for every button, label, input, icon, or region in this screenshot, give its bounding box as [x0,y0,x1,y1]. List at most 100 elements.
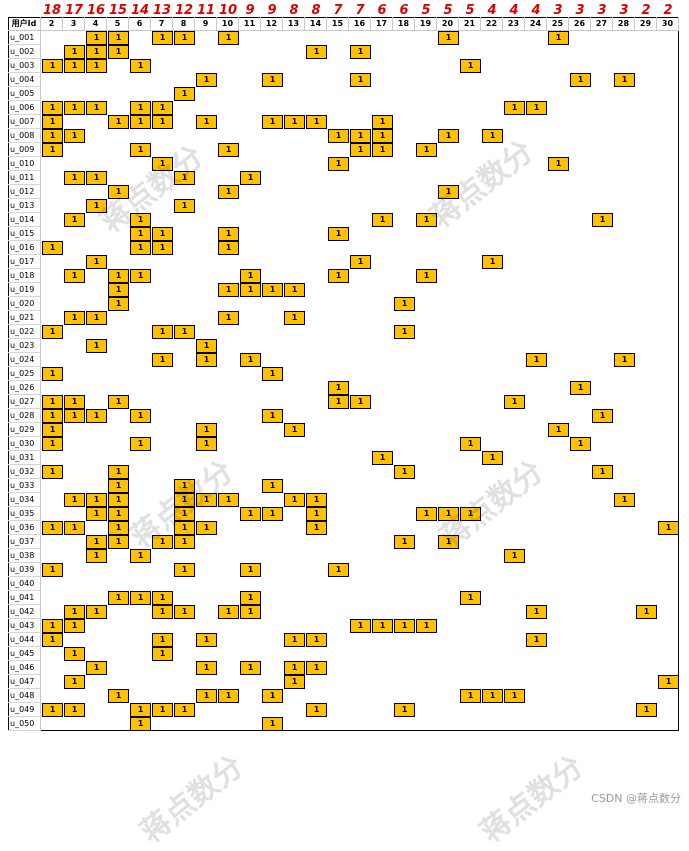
flag-cell: 1 [306,45,327,59]
flag-cell: 1 [108,185,129,199]
flag-cell: 1 [130,409,151,423]
flag-cell: 1 [86,255,107,269]
flag-cell: 1 [130,59,151,73]
column-header: 28 [613,17,635,31]
column-header: 11 [239,17,261,31]
user-id: u_023 [8,339,41,353]
column-header: 10 [217,17,239,31]
flag-cell: 1 [592,465,613,479]
flag-cell: 1 [174,31,195,45]
column-header: 5 [107,17,129,31]
flag-cell: 1 [196,437,217,451]
column-header: 3 [63,17,85,31]
flag-cell: 1 [526,353,547,367]
flag-cell: 1 [108,493,129,507]
column-header: 26 [569,17,591,31]
flag-cell: 1 [108,479,129,493]
flag-cell: 1 [108,591,129,605]
column-count: 11 [196,3,216,18]
flag-cell: 1 [152,535,173,549]
flag-cell: 1 [416,269,437,283]
flag-cell: 1 [130,717,151,731]
flag-cell: 1 [130,241,151,255]
flag-cell: 1 [570,381,591,395]
flag-cell: 1 [614,73,635,87]
user-id: u_018 [8,269,41,283]
flag-cell: 1 [130,269,151,283]
flag-cell: 1 [284,633,305,647]
flag-cell: 1 [42,143,63,157]
flag-cell: 1 [394,619,415,633]
flag-cell: 1 [196,689,217,703]
column-header: 23 [503,17,525,31]
flag-cell: 1 [460,437,481,451]
flag-cell: 1 [42,395,63,409]
flag-cell: 1 [86,549,107,563]
flag-cell: 1 [504,549,525,563]
user-id: u_045 [8,647,41,661]
column-count: 4 [531,3,541,18]
flag-cell: 1 [218,605,239,619]
flag-cell: 1 [526,633,547,647]
user-id: u_020 [8,297,41,311]
flag-cell: 1 [416,507,437,521]
flag-cell: 1 [174,605,195,619]
flag-cell: 1 [350,619,371,633]
user-id: u_008 [8,129,41,143]
column-header: 6 [129,17,151,31]
flag-cell: 1 [108,507,129,521]
flag-cell: 1 [130,703,151,717]
user-id: u_013 [8,199,41,213]
column-header: 8 [173,17,195,31]
flag-cell: 1 [42,437,63,451]
flag-cell: 1 [174,493,195,507]
flag-cell: 1 [218,493,239,507]
flag-cell: 1 [306,703,327,717]
flag-cell: 1 [196,633,217,647]
column-count: 8 [311,3,321,18]
user-id: u_030 [8,437,41,451]
flag-cell: 1 [372,451,393,465]
flag-cell: 1 [174,521,195,535]
flag-cell: 1 [218,283,239,297]
flag-cell: 1 [42,563,63,577]
footer: CSDN @蒋点数分 [591,792,681,805]
flag-cell: 1 [108,465,129,479]
flag-cell: 1 [130,143,151,157]
flag-cell: 1 [350,73,371,87]
flag-cell: 1 [482,689,503,703]
column-header: 25 [547,17,569,31]
flag-cell: 1 [196,493,217,507]
user-id: u_028 [8,409,41,423]
column-count: 7 [355,3,365,18]
flag-cell: 1 [64,101,85,115]
flag-cell: 1 [64,59,85,73]
flag-cell: 1 [284,675,305,689]
flag-cell: 1 [42,367,63,381]
flag-cell: 1 [262,479,283,493]
flag-cell: 1 [42,59,63,73]
flag-cell: 1 [130,101,151,115]
flag-cell: 1 [328,157,349,171]
flag-cell: 1 [240,283,261,297]
column-count: 2 [663,3,673,18]
flag-cell: 1 [196,521,217,535]
flag-cell: 1 [438,535,459,549]
flag-cell: 1 [416,213,437,227]
flag-cell: 1 [64,605,85,619]
flag-cell: 1 [284,311,305,325]
user-id: u_041 [8,591,41,605]
flag-cell: 1 [64,45,85,59]
flag-cell: 1 [42,129,63,143]
flag-cell: 1 [86,661,107,675]
flag-cell: 1 [460,507,481,521]
flag-cell: 1 [42,101,63,115]
flag-cell: 1 [570,437,591,451]
flag-cell: 1 [86,409,107,423]
user-id: u_043 [8,619,41,633]
flag-cell: 1 [64,521,85,535]
flag-cell: 1 [218,185,239,199]
flag-cell: 1 [372,115,393,129]
flag-cell: 1 [438,31,459,45]
flag-cell: 1 [108,115,129,129]
